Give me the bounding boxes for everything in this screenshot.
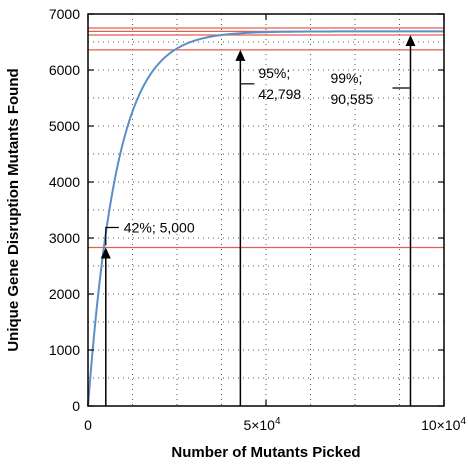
x-tick-label: 10×104 bbox=[421, 416, 466, 433]
y-tick-label: 4000 bbox=[49, 174, 80, 190]
annotation-arrow-head bbox=[235, 49, 246, 61]
y-tick-label: 0 bbox=[72, 398, 80, 414]
y-tick-label: 5000 bbox=[49, 118, 80, 134]
y-tick-label: 1000 bbox=[49, 342, 80, 358]
annotation-label-line2: 90,585 bbox=[330, 91, 373, 107]
y-axis-title: Unique Gene Disruption Mutants Found bbox=[5, 68, 22, 351]
grid-lines bbox=[88, 14, 444, 406]
x-tick-exponent: 4 bbox=[460, 416, 466, 427]
annotation-leader bbox=[105, 226, 119, 246]
annotation-arrow-head bbox=[100, 247, 111, 259]
y-tick-label: 6000 bbox=[49, 62, 80, 78]
annotation-label-line2: 42,798 bbox=[258, 86, 301, 102]
annotation-label-line1: 95%; bbox=[258, 65, 290, 81]
annotation-arrow-head bbox=[405, 35, 416, 46]
series-line-curve bbox=[87, 30, 444, 407]
x-tick-exponent: 4 bbox=[275, 416, 281, 427]
annotation-label-line1: 99%; bbox=[330, 70, 362, 86]
x-axis-ticks: 0 5×104 10×104 bbox=[84, 14, 466, 433]
x-tick-label: 0 bbox=[84, 417, 92, 433]
x-axis-title: Number of Mutants Picked bbox=[171, 444, 360, 461]
y-axis-ticks: 0 1000 2000 3000 4000 5000 6000 7000 bbox=[49, 6, 444, 414]
y-tick-label: 2000 bbox=[49, 286, 80, 302]
annotation-arrows: 42%; 5,000 95%; 42,798 99%; 90,585 bbox=[100, 35, 416, 406]
x-tick-label: 5×104 bbox=[243, 416, 281, 433]
y-tick-label: 3000 bbox=[49, 230, 80, 246]
annotation-label: 42%; 5,000 bbox=[124, 220, 195, 236]
y-tick-label: 7000 bbox=[49, 6, 80, 22]
